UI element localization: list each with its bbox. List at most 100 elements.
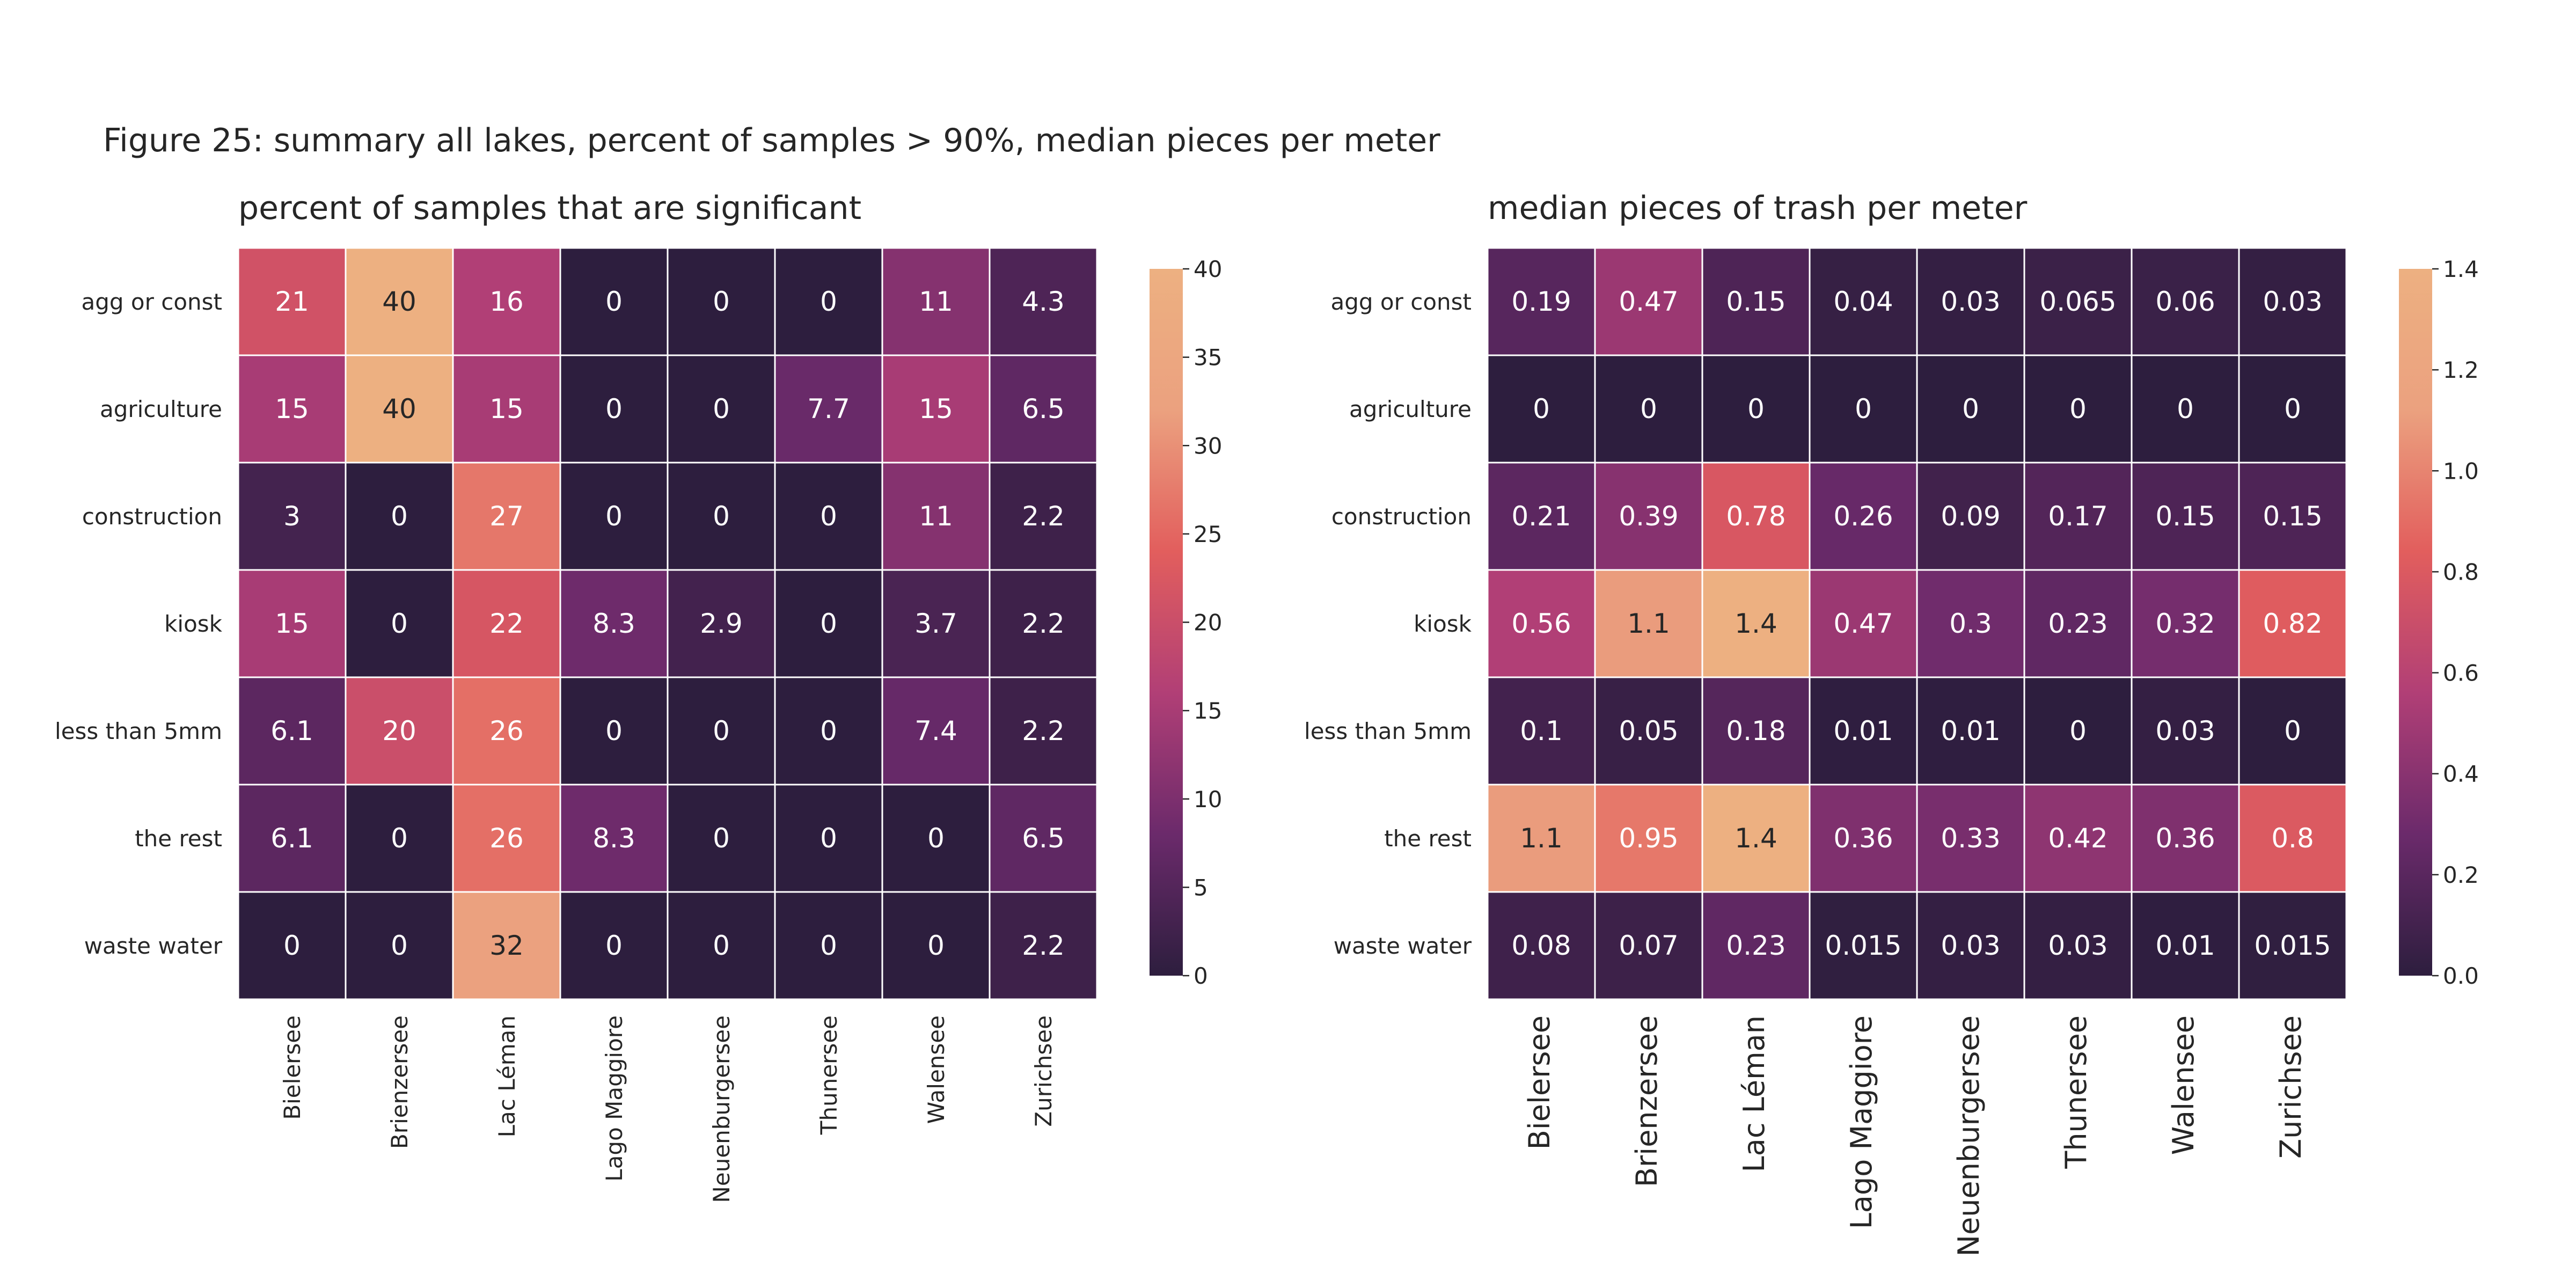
left-panel-title: percent of samples that are significant bbox=[238, 189, 861, 227]
heatmap-cell bbox=[881, 891, 991, 1000]
heatmap-cell bbox=[1594, 354, 1703, 464]
colorbar-tick-label: 25 bbox=[1194, 521, 1222, 547]
cell-value-label: 0.015 bbox=[2254, 930, 2331, 961]
heatmap-cell bbox=[559, 247, 669, 356]
row-label: kiosk bbox=[1414, 611, 1472, 637]
cell-value-label: 0 bbox=[1855, 393, 1872, 425]
cell-value-label: 0.065 bbox=[2039, 286, 2116, 317]
cell-value-label: 0.04 bbox=[1833, 286, 1893, 317]
cell-value-label: 0.42 bbox=[2048, 823, 2107, 854]
heatmap-cell bbox=[2023, 569, 2133, 678]
cell-value-label: 0.03 bbox=[2048, 930, 2107, 961]
cell-value-label: 11 bbox=[919, 286, 953, 317]
cell-value-label: 0.23 bbox=[2048, 608, 2107, 639]
cell-value-label: 0 bbox=[2177, 393, 2194, 425]
heatmap-cell bbox=[2238, 569, 2347, 678]
cell-value-label: 7.4 bbox=[914, 715, 957, 747]
cell-value-label: 8.3 bbox=[592, 823, 635, 854]
heatmap-cell bbox=[1701, 676, 1811, 786]
cell-value-label: 0 bbox=[2069, 715, 2087, 747]
cell-value-label: 0.36 bbox=[2155, 823, 2215, 854]
cell-value-label: 0 bbox=[283, 930, 301, 961]
cell-value-label: 2.9 bbox=[700, 608, 743, 639]
heatmap-cell bbox=[345, 891, 454, 1000]
column-label: Brienzersee bbox=[1630, 1015, 1664, 1187]
cell-value-label: 0.01 bbox=[1941, 715, 2000, 747]
cell-value-label: 1.1 bbox=[1520, 823, 1563, 854]
colorbar-tick-label: 40 bbox=[1194, 256, 1222, 282]
row-label: agriculture bbox=[100, 396, 222, 422]
colorbar bbox=[2399, 269, 2432, 976]
heatmap-cell bbox=[2238, 676, 2347, 786]
cell-value-label: 6.1 bbox=[270, 715, 313, 747]
cell-value-label: 0.1 bbox=[1520, 715, 1563, 747]
heatmap-cell bbox=[1594, 247, 1703, 356]
heatmap-cell bbox=[774, 354, 883, 464]
cell-value-label: 21 bbox=[275, 286, 309, 317]
cell-value-label: 26 bbox=[489, 823, 524, 854]
cell-value-label: 0.18 bbox=[1726, 715, 1785, 747]
heatmap-cell bbox=[2131, 891, 2240, 1000]
colorbar-tick-label: 0.0 bbox=[2443, 963, 2479, 989]
cell-value-label: 0.03 bbox=[2263, 286, 2322, 317]
heatmap-cell bbox=[452, 462, 561, 571]
cell-value-label: 0 bbox=[713, 501, 730, 532]
heatmap-cell bbox=[1487, 569, 1596, 678]
cell-value-label: 40 bbox=[382, 286, 416, 317]
row-label: agg or const bbox=[1331, 289, 1472, 315]
cell-value-label: 0.03 bbox=[1941, 930, 2000, 961]
column-label: Lac Léman bbox=[1737, 1015, 1771, 1172]
colorbar-tick-label: 0.2 bbox=[2443, 862, 2479, 888]
heatmap-cell bbox=[2238, 354, 2347, 464]
cell-value-label: 0.47 bbox=[1833, 608, 1893, 639]
cell-value-label: 0 bbox=[605, 393, 623, 425]
heatmap-cell bbox=[345, 247, 454, 356]
cell-value-label: 0 bbox=[391, 608, 408, 639]
cell-value-label: 0 bbox=[713, 823, 730, 854]
column-label: Zurichsee bbox=[1030, 1015, 1057, 1127]
cell-value-label: 0 bbox=[820, 286, 837, 317]
heatmap-cell bbox=[452, 569, 561, 678]
cell-value-label: 0.32 bbox=[2155, 608, 2215, 639]
heatmap-cell bbox=[989, 462, 1098, 571]
heatmap-cell bbox=[452, 247, 561, 356]
cell-value-label: 2.2 bbox=[1022, 715, 1065, 747]
cell-value-label: 0 bbox=[820, 930, 837, 961]
row-label: agriculture bbox=[1349, 396, 1472, 422]
colorbar-tick-label: 5 bbox=[1194, 874, 1208, 901]
cell-value-label: 4.3 bbox=[1022, 286, 1065, 317]
cell-value-label: 0.01 bbox=[1833, 715, 1893, 747]
row-label: kiosk bbox=[164, 611, 223, 637]
cell-value-label: 0 bbox=[1962, 393, 1979, 425]
cell-value-label: 0.47 bbox=[1619, 286, 1678, 317]
cell-value-label: 0.95 bbox=[1619, 823, 1678, 854]
heatmap-cell bbox=[1487, 247, 1596, 356]
cell-value-label: 0.15 bbox=[1726, 286, 1785, 317]
heatmap-cell bbox=[667, 891, 776, 1000]
cell-value-label: 0.3 bbox=[1949, 608, 1992, 639]
column-label: Brienzersee bbox=[386, 1015, 413, 1149]
heatmap-cell bbox=[1701, 247, 1811, 356]
column-label: Thunersee bbox=[2059, 1015, 2093, 1169]
heatmap-cell bbox=[1701, 462, 1811, 571]
colorbar-tick-label: 10 bbox=[1194, 786, 1222, 813]
heatmap-cell bbox=[1594, 569, 1703, 678]
heatmap-cell bbox=[1916, 247, 2025, 356]
column-label: Walensee bbox=[923, 1015, 949, 1124]
heatmap-cell bbox=[345, 784, 454, 893]
heatmap-cell bbox=[1594, 784, 1703, 893]
heatmap-cell bbox=[1701, 784, 1811, 893]
heatmap-cell bbox=[1701, 569, 1811, 678]
cell-value-label: 16 bbox=[489, 286, 524, 317]
colorbar-tick-label: 0.6 bbox=[2443, 660, 2479, 686]
heatmap-cell bbox=[989, 891, 1098, 1000]
row-label: waste water bbox=[1334, 933, 1472, 959]
cell-value-label: 0 bbox=[713, 715, 730, 747]
cell-value-label: 26 bbox=[489, 715, 524, 747]
heatmap-cell bbox=[774, 676, 883, 786]
column-label: Thunersee bbox=[816, 1015, 842, 1135]
cell-value-label: 32 bbox=[489, 930, 524, 961]
column-label: Bielersee bbox=[1523, 1015, 1556, 1150]
heatmap-cell bbox=[881, 676, 991, 786]
heatmap-cell bbox=[2131, 462, 2240, 571]
